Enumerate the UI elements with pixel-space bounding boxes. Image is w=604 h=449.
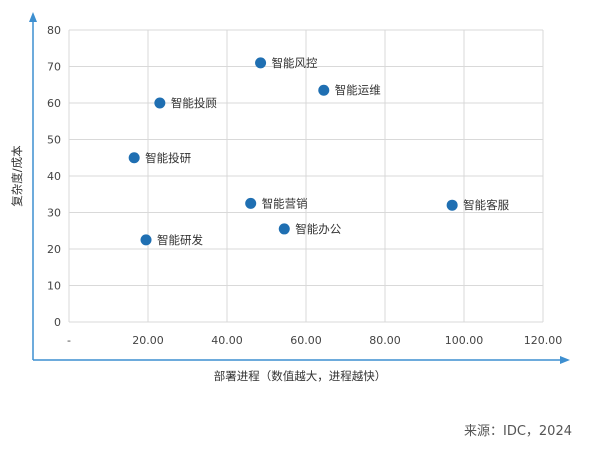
axes <box>29 12 570 364</box>
y-tick-label: 10 <box>47 280 61 293</box>
data-point <box>446 199 458 211</box>
x-tick-label: - <box>67 334 71 347</box>
y-tick-label: 60 <box>47 97 61 110</box>
data-point-label: 智能投研 <box>145 151 191 165</box>
data-point-label: 智能办公 <box>295 222 341 236</box>
x-tick-label: 120.00 <box>524 334 563 347</box>
data-point-label: 智能营销 <box>262 196 308 210</box>
x-axis-title: 部署进程（数值越大，进程越快） <box>214 369 387 383</box>
data-point <box>154 97 166 109</box>
x-tick-label: 40.00 <box>211 334 243 347</box>
data-point-label: 智能运维 <box>335 83 381 97</box>
x-axis-arrowhead <box>560 356 570 364</box>
x-tick-label: 100.00 <box>445 334 484 347</box>
data-point <box>255 57 267 69</box>
y-tick-label: 70 <box>47 61 61 74</box>
y-tick-label: 80 <box>47 24 61 37</box>
tick-labels: 0 10 20 30 40 50 60 70 80 - 20.00 40.00 60.00 80.00 10… <box>47 24 562 347</box>
x-tick-label: 80.00 <box>369 334 401 347</box>
data-point-label: 智能研发 <box>157 233 203 247</box>
data-point-label: 智能投顾 <box>171 96 217 110</box>
data-point-label: 智能客服 <box>463 198 509 212</box>
y-tick-label: 30 <box>47 207 61 220</box>
y-axis-arrowhead <box>29 12 37 22</box>
y-tick-label: 20 <box>47 243 61 256</box>
data-point-label: 智能风控 <box>272 56 318 70</box>
y-tick-label: 50 <box>47 134 61 147</box>
x-tick-label: 20.00 <box>132 334 164 347</box>
data-point <box>318 84 330 96</box>
data-point <box>278 223 290 235</box>
source-note: 来源：IDC，2024 <box>463 424 572 439</box>
data-point <box>140 234 152 246</box>
data-point <box>128 152 140 164</box>
y-tick-label: 40 <box>47 170 61 183</box>
y-axis-title: 复杂度/成本 <box>10 145 24 207</box>
x-tick-label: 60.00 <box>290 334 322 347</box>
data-point <box>245 197 257 209</box>
gridlines <box>68 29 544 323</box>
y-tick-label: 0 <box>54 316 61 329</box>
